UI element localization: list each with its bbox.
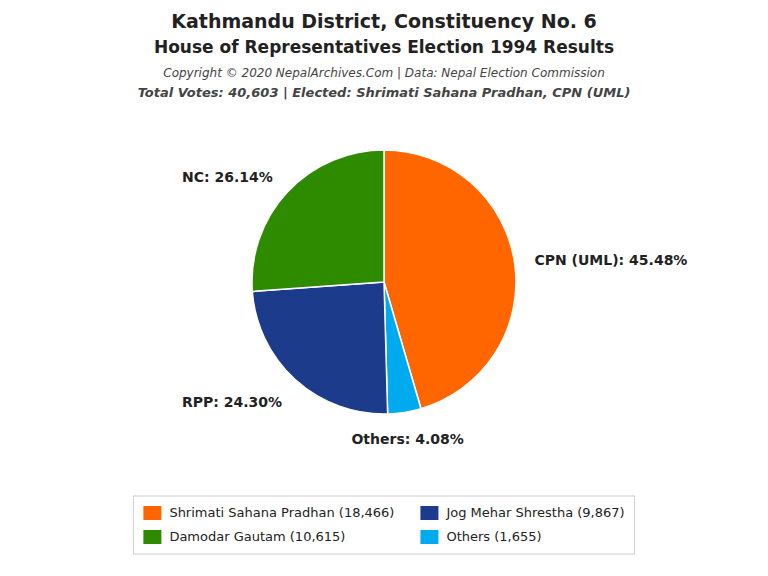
- legend-item: Others (1,655): [420, 529, 541, 545]
- legend-frame: [133, 496, 634, 554]
- annotation: Copyright © 2020 NepalArchives.Com | Dat…: [163, 66, 605, 80]
- legend-item: Shrimati Sahana Pradhan (18,466): [143, 505, 394, 521]
- legend-swatch: [143, 530, 161, 544]
- legend-item: Jog Mehar Shrestha (9,867): [420, 505, 624, 521]
- data-label: Others: 4.08%: [351, 431, 463, 447]
- subtitle: House of Representatives Election 1994 R…: [154, 37, 614, 57]
- title: Kathmandu District, Constituency No. 6: [171, 10, 597, 32]
- chart: Kathmandu District, Constituency No. 6 Ho…: [0, 0, 768, 576]
- data-label: RPP: 24.30%: [182, 394, 282, 410]
- legend-swatch: [143, 506, 161, 520]
- data-label: NC: 26.14%: [182, 169, 273, 185]
- slice: [384, 282, 421, 414]
- data-labels: CPN (UML): 45.48% Others: 4.08% RPP: 24.30…: [182, 169, 688, 447]
- pie: [252, 150, 516, 414]
- legend: Shrimati Sahana Pradhan (18,466) Damodar …: [133, 496, 634, 554]
- legend-label: Shrimati Sahana Pradhan (18,466): [169, 505, 394, 520]
- data-label: CPN (UML): 45.48%: [534, 251, 687, 267]
- legend-label: Others (1,655): [446, 529, 541, 544]
- legend-swatch: [420, 506, 438, 520]
- legend-label: Damodar Gautam (10,615): [169, 529, 345, 544]
- legend-item: Damodar Gautam (10,615): [143, 529, 345, 545]
- header: Kathmandu District, Constituency No. 6 Ho…: [138, 10, 631, 100]
- legend-swatch: [420, 530, 438, 544]
- annotation: Total Votes: 40,603 | Elected: Shrimati …: [138, 85, 631, 100]
- legend-label: Jog Mehar Shrestha (9,867): [445, 505, 624, 520]
